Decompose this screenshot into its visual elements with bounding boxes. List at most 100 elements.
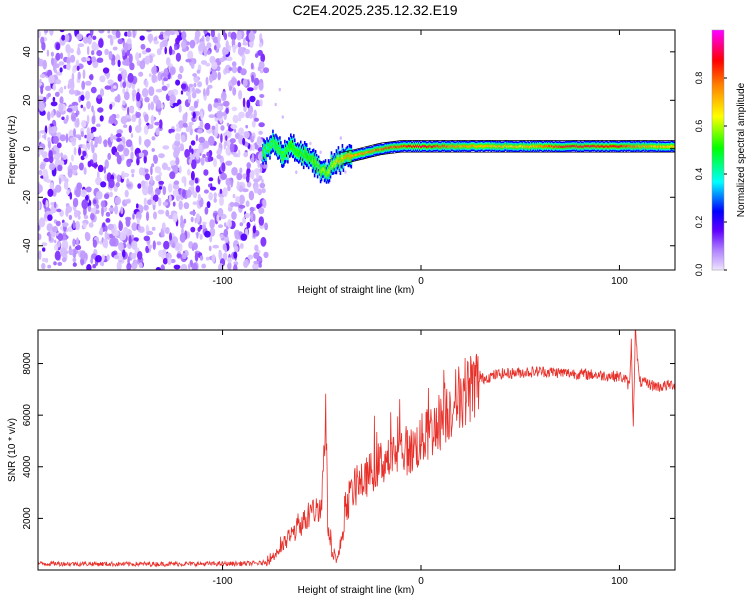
noise-blob [242, 97, 246, 108]
colorbar-segment [712, 224, 724, 227]
noise-blob [91, 115, 96, 125]
ridge-cell [599, 145, 602, 148]
noise-blob [61, 34, 66, 41]
noise-blob [58, 177, 62, 185]
ridge-cell [659, 145, 661, 148]
noise-blob [339, 136, 342, 140]
noise-blob [188, 158, 192, 164]
noise-blob [57, 233, 63, 242]
noise-blob [86, 114, 90, 125]
noise-blob [237, 42, 242, 48]
ridge-cell [395, 146, 397, 149]
colorbar-segment [712, 200, 724, 203]
noise-blob [117, 144, 124, 152]
ridge-cell [499, 145, 501, 148]
noise-blob [188, 241, 194, 249]
noise-blob [92, 35, 97, 40]
ridge-cell [543, 145, 545, 148]
noise-blob [128, 235, 132, 245]
noise-blob [179, 143, 184, 152]
ridge-cell [615, 145, 618, 148]
ridge-cell [482, 145, 485, 148]
colorbar-segment [712, 60, 724, 63]
noise-blob [47, 92, 51, 98]
noise-blob [199, 234, 203, 240]
ridge-cell [579, 144, 582, 147]
ridge-cell [284, 149, 286, 155]
ridge-cell [491, 144, 494, 147]
noise-blob [114, 196, 122, 206]
noise-blob [76, 90, 81, 96]
ridge-cell [546, 144, 548, 147]
noise-blob [183, 177, 187, 187]
noise-blob [112, 85, 117, 89]
noise-blob [238, 204, 246, 209]
ridge-cell [350, 154, 353, 160]
noise-blob [82, 222, 87, 229]
noise-blob [189, 210, 197, 215]
ridge-cell [272, 138, 274, 143]
ridge-cell [390, 145, 392, 149]
colorbar-gradient [711, 29, 725, 271]
noise-blob [227, 185, 231, 192]
snr-y-tick-label: 4000 [22, 455, 33, 478]
ridge-cell [426, 145, 429, 148]
noise-blob [118, 67, 125, 72]
noise-blob [169, 160, 177, 166]
noise-blob [204, 122, 211, 130]
noise-blob [136, 157, 140, 166]
noise-blob [76, 33, 83, 41]
colorbar-segment [712, 80, 724, 83]
ridge-cell [427, 145, 430, 148]
noise-blob [70, 112, 77, 122]
ridge-cell [479, 145, 482, 148]
noise-blob [164, 30, 171, 36]
noise-blob [241, 57, 245, 66]
noise-blob [138, 135, 142, 146]
noise-blob [86, 100, 91, 110]
noise-blob [91, 163, 99, 168]
ridge-cell [295, 151, 298, 155]
ridge-cell [396, 146, 398, 149]
noise-blob [239, 243, 244, 249]
ridge-cell [286, 147, 288, 151]
colorbar-segment [712, 184, 724, 187]
noise-blob [47, 264, 52, 269]
noise-blob [68, 214, 73, 220]
noise-blob [97, 94, 102, 99]
ridge-cell [663, 145, 665, 148]
noise-blob [233, 202, 240, 207]
ridge-cell [632, 145, 634, 148]
noise-blob [46, 49, 50, 57]
ridge-cell [588, 145, 591, 148]
noise-blob [229, 142, 235, 153]
noise-blob [228, 44, 231, 52]
ridge-cell [662, 145, 664, 148]
noise-blob [42, 168, 48, 178]
noise-blob [147, 244, 153, 249]
colorbar-segment [712, 144, 724, 147]
noise-blob [319, 150, 322, 155]
noise-blob [240, 68, 247, 76]
ridge-cell [470, 144, 473, 147]
ridge-cell [341, 153, 344, 159]
noise-blob [132, 30, 136, 39]
ridge-cell [665, 145, 667, 148]
noise-blob [175, 132, 181, 142]
snr-plot-area [38, 330, 675, 570]
noise-blob [216, 214, 219, 222]
noise-blob [68, 88, 75, 95]
noise-blob [239, 167, 243, 174]
colorbar-segment [712, 48, 724, 51]
ridge-cell [590, 145, 593, 148]
colorbar-segment [712, 206, 724, 209]
noise-blob [243, 151, 249, 158]
colorbar-segment [712, 98, 724, 101]
noise-blob [63, 118, 68, 124]
colorbar-segment [712, 100, 724, 103]
ridge-cell [368, 150, 370, 153]
noise-blob [259, 94, 265, 98]
noise-blob [109, 103, 113, 110]
noise-blob [102, 222, 106, 228]
ridge-cell [336, 159, 339, 163]
